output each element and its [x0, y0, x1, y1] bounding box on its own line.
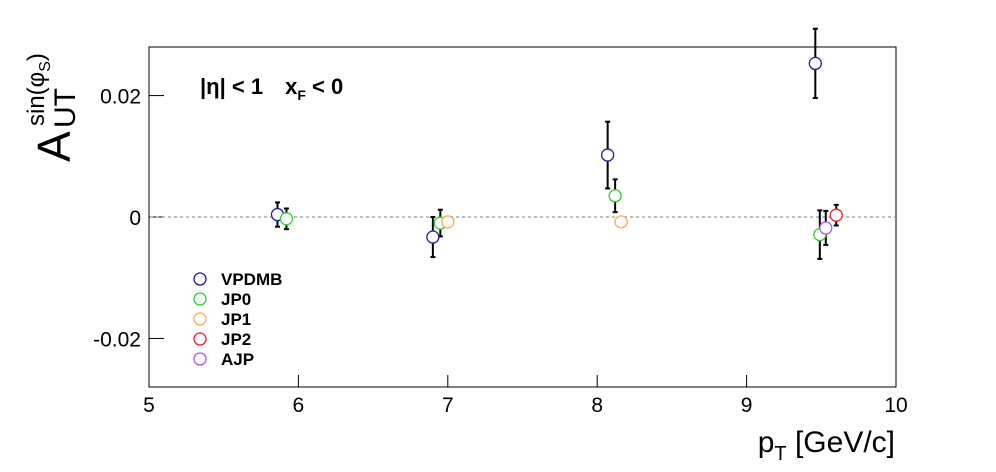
- legend-label: JP0: [221, 290, 251, 309]
- marker: [829, 208, 843, 222]
- marker: [819, 221, 833, 235]
- x-tick-label: 8: [591, 394, 603, 417]
- annotation-rest: < 0: [306, 74, 343, 99]
- annotation-sub: F: [297, 87, 306, 103]
- annotation: |η| < 1 xF < 0: [200, 74, 343, 103]
- legend-label: VPDMB: [221, 270, 282, 289]
- marker: [426, 230, 440, 244]
- marker: [608, 189, 622, 203]
- y-label-sub: UT: [49, 88, 82, 128]
- x-tick-label: 10: [884, 394, 907, 417]
- y-label-main: A: [28, 131, 80, 162]
- legend-marker: [193, 332, 207, 346]
- x-axis-label: pT [GeV/c]: [758, 426, 895, 465]
- y-tick-label: 0.02: [100, 86, 141, 109]
- x-tick-label: 9: [741, 394, 753, 417]
- x-label-main: p: [758, 426, 775, 459]
- x-label-sub: T: [774, 443, 786, 465]
- y-tick-label: -0.02: [93, 328, 141, 351]
- x-tick-label: 7: [442, 394, 454, 417]
- x-tick-label: 5: [143, 394, 155, 417]
- y-label-sup-text: sin(φ: [23, 72, 50, 126]
- legend-label: JP1: [221, 310, 251, 329]
- marker: [441, 215, 455, 229]
- annotation-eta: |η| < 1: [200, 74, 263, 99]
- y-label-sup: sin(φS): [23, 53, 54, 126]
- legend-label: AJP: [221, 350, 254, 369]
- marker: [601, 148, 615, 162]
- y-label-sup-end: ): [23, 53, 50, 61]
- x-label-unit: [GeV/c]: [787, 426, 895, 459]
- x-tick-label: 6: [293, 394, 305, 417]
- legend-marker: [193, 352, 207, 366]
- marker: [279, 212, 294, 226]
- annotation-x: x: [285, 74, 298, 99]
- legend-marker: [193, 292, 207, 306]
- marker: [614, 215, 628, 229]
- y-tick-label: 0: [129, 207, 141, 230]
- legend-marker: [193, 312, 207, 326]
- legend-label: JP2: [221, 330, 251, 349]
- y-axis-label: A UT sin(φS): [23, 53, 82, 162]
- legend-marker: [193, 272, 207, 286]
- marker: [808, 56, 822, 71]
- y-label-sup-sub: S: [37, 61, 54, 72]
